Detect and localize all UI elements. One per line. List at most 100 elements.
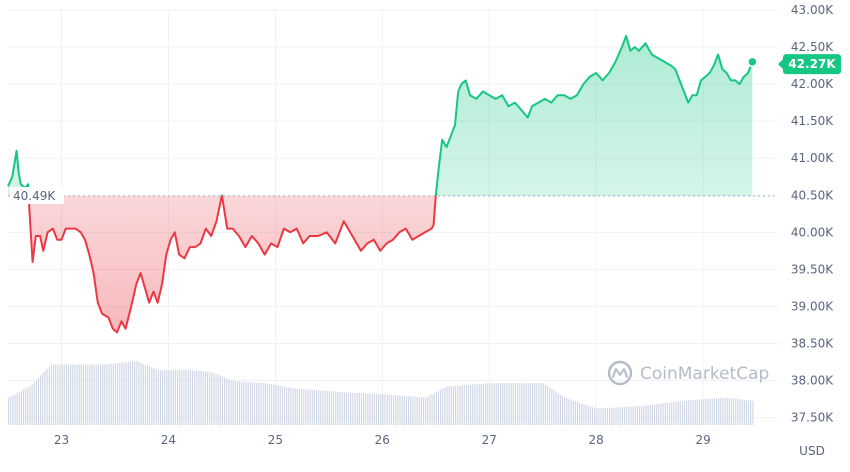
volume-bar [429,395,431,425]
volume-bar [690,400,692,425]
volume-bar [117,363,119,425]
volume-bar [472,384,474,425]
volume-bar [320,390,322,425]
volume-bar [572,400,574,425]
volume-bar [59,364,61,425]
volume-bar [457,385,459,425]
current-price-badge-pointer [778,59,783,70]
volume-bar [549,387,551,425]
volume-bar [604,408,606,425]
volume-bar [44,371,46,425]
volume-bar [542,383,544,425]
reference-price-label: 40.49K [13,189,56,203]
volume-bar [750,400,752,425]
volume-bar [247,382,249,425]
volume-bar [328,391,330,425]
volume-bar [540,383,542,425]
volume-bar [696,399,698,425]
volume-bar [164,370,166,425]
volume-bar [448,386,450,425]
volume-bar [484,383,487,425]
volume-bar [159,370,161,425]
volume-bar [735,398,737,425]
volume-bar [108,364,110,425]
volume-bar [589,406,591,425]
volume-bar [125,362,127,425]
volume-bar [375,393,378,425]
volume-bar [609,407,611,425]
volume-bar [46,368,48,425]
volume-bar [50,364,52,425]
volume-bar [497,383,499,425]
volume-bar [170,370,172,425]
volume-bar [551,388,553,425]
volume-bar [412,396,414,425]
volume-bar [301,389,303,425]
volume-bar [350,392,352,425]
volume-bar [112,363,114,425]
price-area [8,35,753,333]
volume-bar [206,371,209,425]
volume-bar [22,389,25,425]
volume-bar [179,370,181,425]
volume-bar [25,388,27,425]
watermark-brand: CoinMarketCap [640,364,769,384]
volume-bar [322,390,324,425]
volume-bar [151,367,153,425]
volume-bar [360,393,363,425]
volume-bar [538,383,540,425]
volume-bar [330,391,333,425]
volume-bar [97,364,99,425]
volume-bar [80,364,82,425]
volume-bar [187,370,189,425]
volume-bar [621,407,623,425]
volume-bar [741,399,743,425]
volume-bar [730,398,733,425]
volume-bar [65,364,67,425]
y-tick-label: 42.00K [791,77,834,91]
volume-bar [348,392,350,425]
volume-bar [33,382,35,425]
volume-bar [668,402,671,425]
volume-bar [701,399,703,425]
price-area-above [8,35,753,197]
volume-bar [70,364,72,425]
volume-bar [399,395,401,425]
volume-bar [576,401,579,425]
volume-bar [138,362,140,425]
volume-bar [386,394,388,425]
volume-bar [671,402,673,425]
y-axis: 43.00K 42.50K 42.00K 41.50K 41.00K 40.50K 40.0… [791,3,834,425]
volume-bar [358,392,360,425]
volume-bar [630,406,632,425]
volume-bar [380,394,382,425]
volume-bar [517,383,519,425]
volume-bar [166,370,168,425]
volume-bar [185,370,187,425]
volume-bar [196,370,198,425]
volume-bar [281,386,283,425]
volume-bar [264,383,266,425]
volume-bar [288,387,290,425]
current-price-badge-bg [783,54,841,75]
volume-bar [664,403,666,425]
volume-bar [260,382,262,425]
reference-label-bg [10,187,64,205]
volume-bar [14,394,16,425]
volume-bar [587,405,589,425]
volume-bar [241,381,243,425]
volume-bar [279,385,281,425]
volume-bar [611,407,613,425]
volume-bar [393,395,395,425]
volume-bar [420,397,422,425]
volume-bar [519,383,521,425]
volume-bar [337,391,339,425]
price-area-below [8,196,753,333]
volume-bar [499,383,502,425]
volume-bar [435,392,437,425]
y-tick-label: 39.00K [791,299,834,313]
volume-bar [651,404,653,425]
volume-bar [307,389,309,425]
volume-bar [683,400,686,425]
y-tick-label: 40.00K [791,225,834,239]
